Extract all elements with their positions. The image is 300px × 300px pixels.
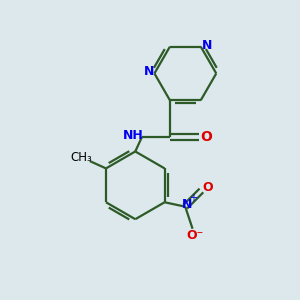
- Text: O: O: [202, 181, 213, 194]
- Text: O⁻: O⁻: [186, 229, 203, 242]
- Text: N: N: [144, 65, 154, 79]
- Text: N: N: [202, 39, 212, 52]
- Text: N: N: [182, 198, 192, 212]
- Text: CH₃: CH₃: [70, 151, 92, 164]
- Text: +: +: [190, 194, 197, 203]
- Text: NH: NH: [123, 129, 144, 142]
- Text: O: O: [200, 130, 212, 144]
